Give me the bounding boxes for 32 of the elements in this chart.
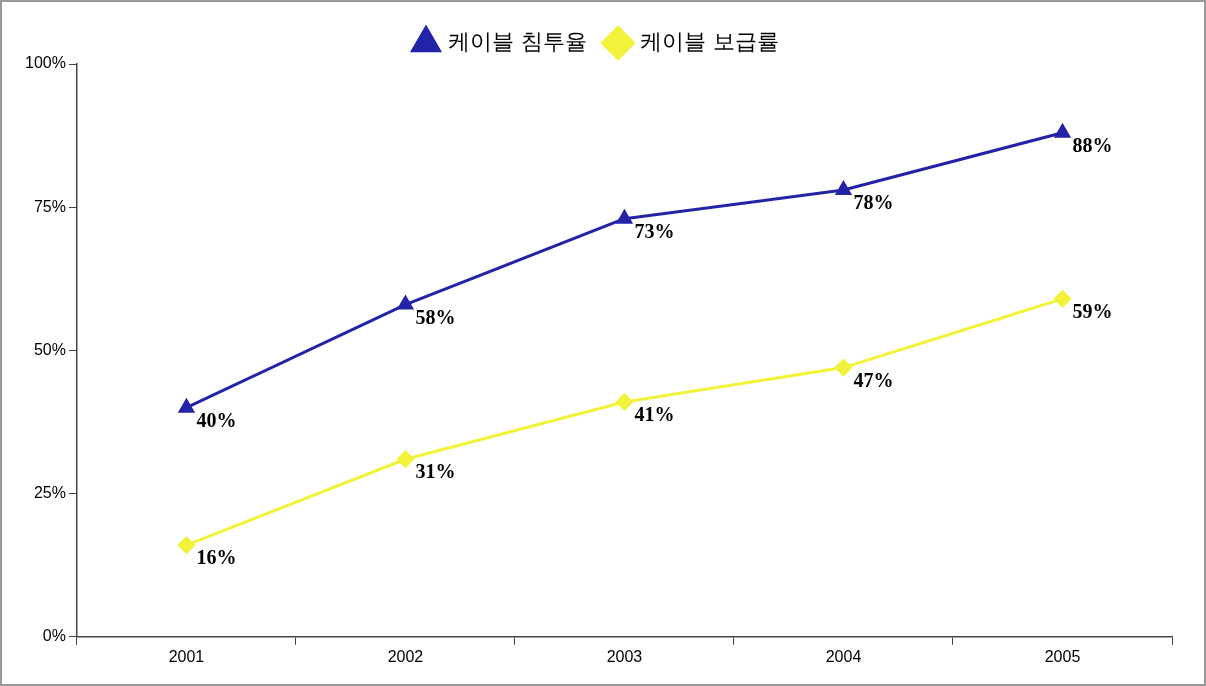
legend-label: 케이블 보급률 <box>640 28 779 54</box>
point <box>177 536 195 554</box>
data-label: 16% <box>196 546 237 569</box>
data-label: 78% <box>853 191 894 214</box>
y-tick-label: 0% <box>42 627 66 645</box>
point <box>616 210 633 224</box>
point <box>178 399 194 413</box>
point <box>834 359 852 377</box>
data-label: 58% <box>415 305 456 328</box>
data-label: 31% <box>415 460 456 483</box>
x-tick-label: 2002 <box>387 647 424 665</box>
point <box>1054 124 1071 138</box>
x-tick-label: 2004 <box>825 647 862 665</box>
data-label: 41% <box>634 403 675 426</box>
x-tick-label: 2001 <box>168 647 205 665</box>
data-label: 47% <box>853 368 894 391</box>
x-tick-label: 2005 <box>1044 647 1081 665</box>
point <box>835 181 852 196</box>
x-tick-label: 2003 <box>606 647 643 665</box>
point <box>396 450 414 468</box>
data-label: 73% <box>634 219 675 242</box>
data-label: 40% <box>196 408 237 431</box>
point <box>615 393 633 411</box>
y-tick-label: 100% <box>25 54 66 72</box>
point <box>397 296 414 310</box>
legend-label: 케이블 침투율 <box>448 28 588 54</box>
y-tick-label: 50% <box>33 340 66 358</box>
data-label: 88% <box>1072 133 1113 156</box>
y-tick-label: 75% <box>33 197 66 215</box>
point <box>1053 290 1071 308</box>
data-label: 59% <box>1072 300 1113 323</box>
y-tick-label: 25% <box>33 484 66 502</box>
